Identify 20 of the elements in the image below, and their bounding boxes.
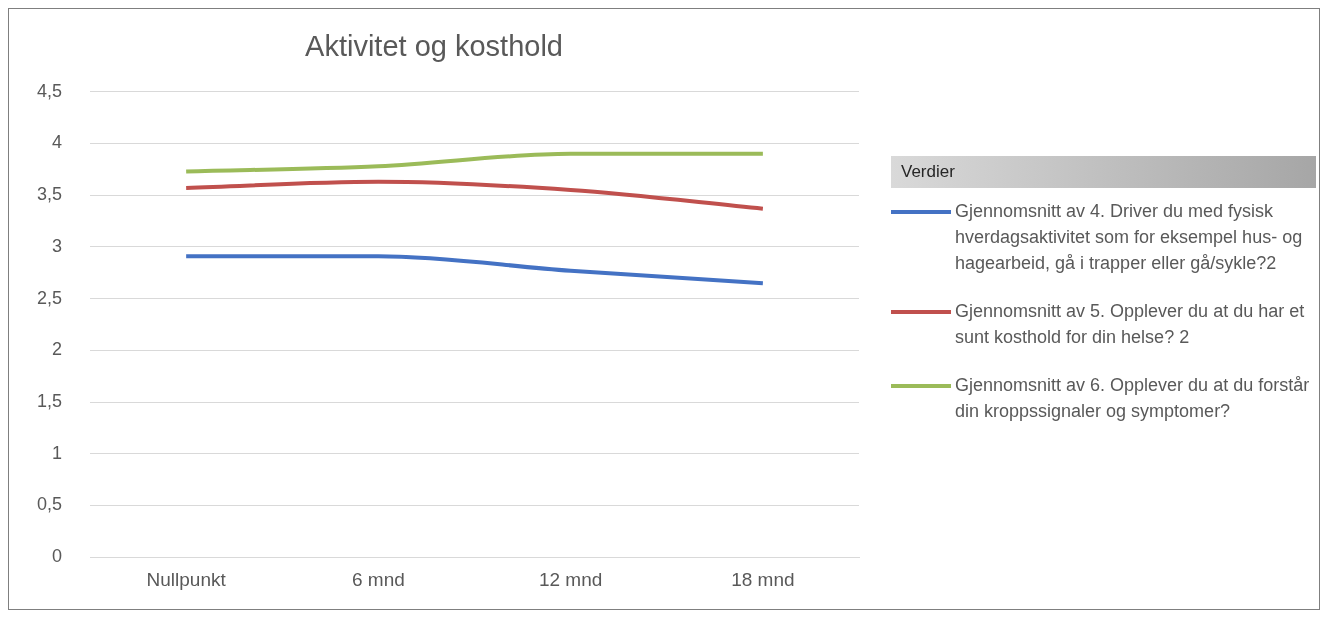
y-tick-label: 0 [52,546,63,567]
chart-title: Aktivitet og kosthold [305,30,563,63]
y-tick-label: 1 [52,442,63,463]
legend-label: Gjennomsnitt av 6. Opplever du at du forstår din kroppssignaler og symptomer? [955,374,1311,423]
x-tick-label: Nullpunkt [146,568,227,590]
x-tick-label: 6 mnd [351,568,405,590]
legend-label: Gjennomsnitt av 5. Opplever du at du har et sunt kosthold for din helse? 2 [955,300,1306,349]
x-tick-label: 12 mnd [538,568,603,590]
line-series [184,179,765,211]
y-tick-label: 0,5 [36,494,63,515]
legend-label: Gjennomsnitt av 4. Driver du med fysisk hverdagsaktivitet som for eksempel hus- og hagearbeid, gå i trapper eller gå/sykle?2 [955,200,1304,275]
y-tick-label: 3,5 [36,184,63,205]
y-tick-label: 4,5 [36,80,63,101]
y-tick-label: 3 [52,235,63,256]
x-tick-label: 18 mnd [731,568,795,590]
y-tick-label: 2,5 [36,287,63,308]
y-tick-label: 1,5 [36,391,63,412]
y-tick-label: 4 [52,132,63,153]
legend-title: Verdier [891,156,1316,188]
y-tick-label: 2 [52,339,63,360]
